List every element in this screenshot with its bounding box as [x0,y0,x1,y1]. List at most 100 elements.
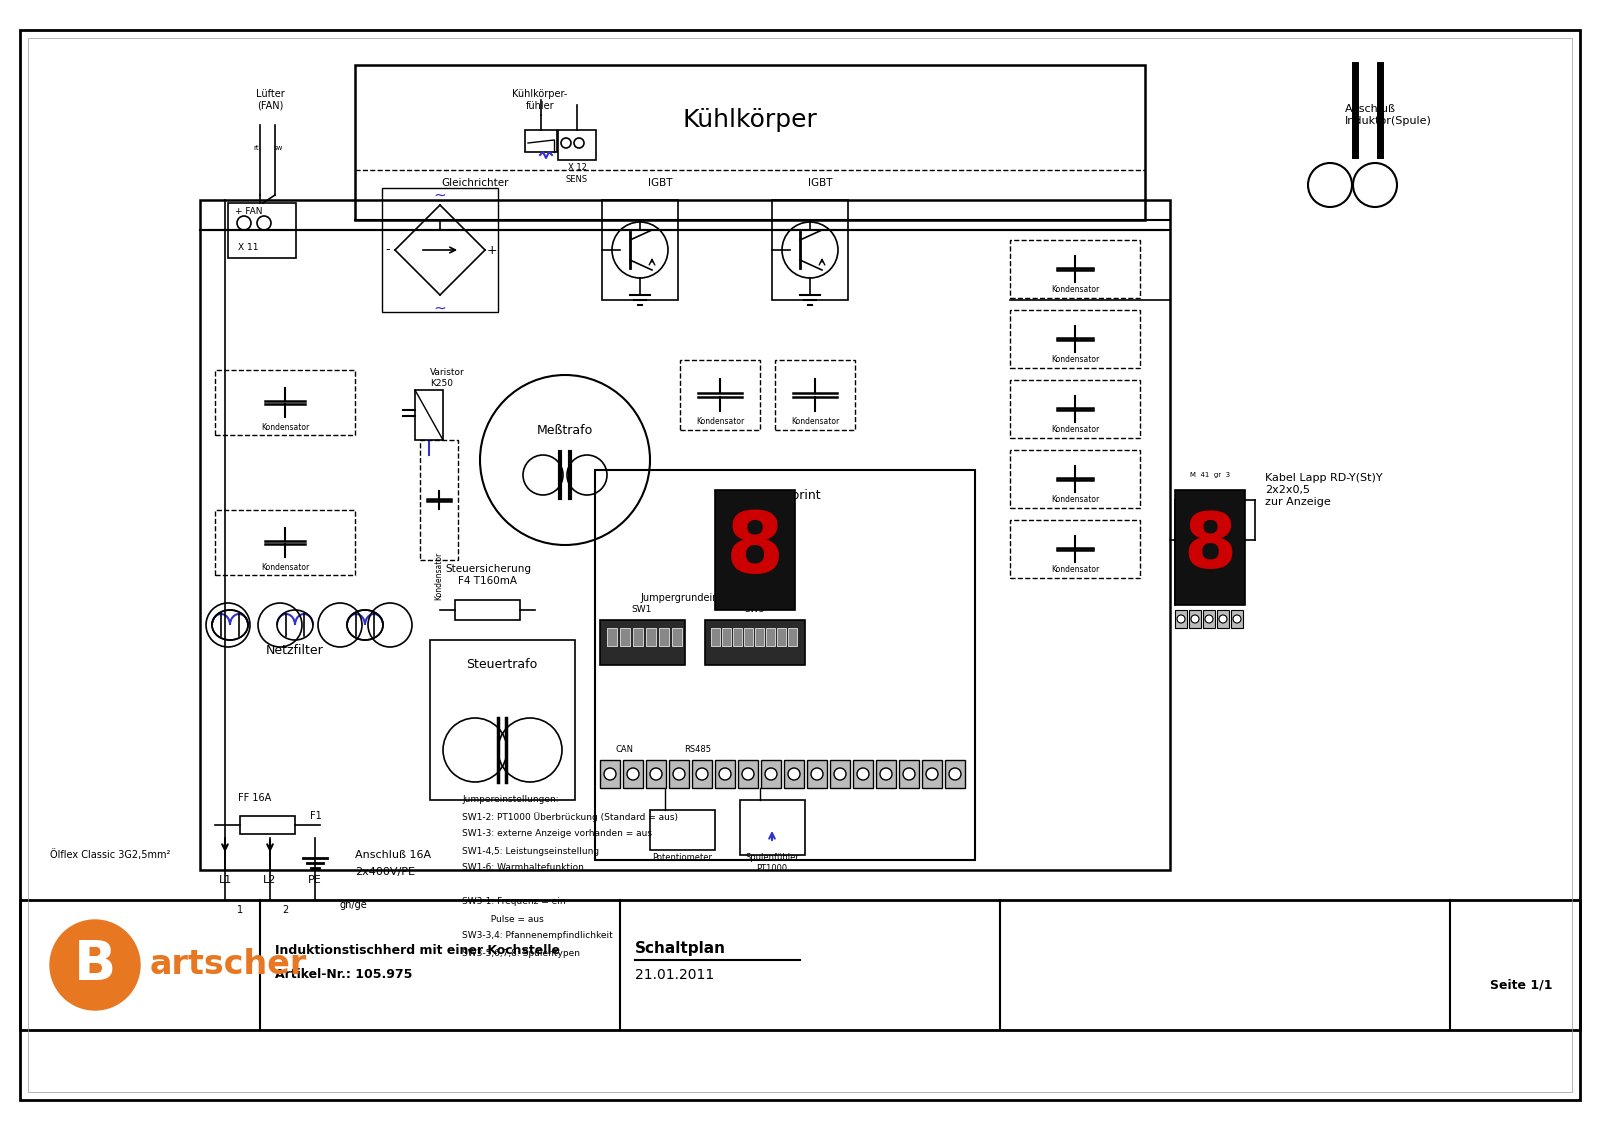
Circle shape [1178,615,1186,623]
Bar [214,370,355,435]
Bar [755,628,765,646]
Text: Anschluß
Induktor(Spule): Anschluß Induktor(Spule) [1346,104,1432,126]
Circle shape [949,767,962,780]
Text: 8: 8 [1184,511,1237,584]
Bar [830,760,850,788]
Circle shape [605,767,616,780]
Bar [1218,610,1229,628]
Bar [778,628,786,646]
Bar [414,391,443,440]
Bar [739,800,805,855]
Text: X 11: X 11 [238,243,258,252]
Bar [715,490,795,610]
Text: Steuersicherung
F4 T160mA: Steuersicherung F4 T160mA [445,564,531,585]
Text: Kondensator: Kondensator [696,418,744,427]
Bar [1203,610,1214,628]
Text: Pulse = aus: Pulse = aus [462,915,544,924]
Text: Gleichrichter: Gleichrichter [442,178,509,188]
Text: L2: L2 [264,875,277,885]
Bar [1174,490,1245,604]
Text: Potentiometer: Potentiometer [653,854,712,863]
Text: Kühlkörper-
fühler: Kühlkörper- fühler [512,89,568,111]
Text: 2: 2 [282,904,288,915]
Bar [634,628,643,646]
Text: Induktionstischherd mit einer Kochstelle: Induktionstischherd mit einer Kochstelle [275,943,560,957]
Bar [771,200,848,300]
Bar [1189,610,1202,628]
Bar [600,760,621,788]
Circle shape [926,767,938,780]
Text: SW1-4,5: Leistungseinstellung: SW1-4,5: Leistungseinstellung [462,847,598,856]
Bar [787,628,797,646]
Text: Kondensator: Kondensator [1051,566,1099,575]
Text: Netzfilter: Netzfilter [266,643,323,657]
Text: SENS: SENS [566,175,589,185]
Bar [806,760,827,788]
Bar [691,760,712,788]
Text: Anschluß 16A: Anschluß 16A [355,850,430,860]
Text: Artikel-Nr.: 105.975: Artikel-Nr.: 105.975 [275,969,413,981]
Bar [650,811,715,850]
Text: RS485: RS485 [685,746,712,755]
Bar [19,900,1581,1030]
Bar [419,440,458,560]
Circle shape [834,767,846,780]
Circle shape [650,767,662,780]
Bar [706,620,805,664]
Text: Kondensator: Kondensator [435,552,443,600]
Bar [214,511,355,575]
Text: L1: L1 [218,875,232,885]
Text: Kondensator: Kondensator [1051,426,1099,435]
Text: 1: 1 [237,904,243,915]
Text: 2x400V/PE: 2x400V/PE [355,867,414,877]
Bar [680,360,760,430]
Bar [646,760,666,788]
Circle shape [674,767,685,780]
Bar [762,760,781,788]
Text: FF 16A: FF 16A [238,794,272,803]
Text: rt: rt [253,145,259,151]
Text: PE: PE [309,875,322,885]
Text: SW3-1: Frequenz = ein: SW3-1: Frequenz = ein [462,898,566,907]
Circle shape [1190,615,1198,623]
Text: Kondensator: Kondensator [261,422,309,431]
Text: gn/ge: gn/ge [339,900,368,910]
Text: -: - [386,243,390,257]
Bar [710,628,720,646]
Circle shape [902,767,915,780]
Bar [738,760,758,788]
Bar [899,760,918,788]
Text: CAN: CAN [616,746,634,755]
Text: IGBT: IGBT [648,178,672,188]
Bar [646,628,656,646]
Bar [558,130,595,160]
Bar [922,760,942,788]
Circle shape [880,767,893,780]
Circle shape [627,767,638,780]
Text: Steuerprint: Steuerprint [750,489,821,501]
Text: artscher: artscher [150,949,307,981]
Bar [622,760,643,788]
Bar [1010,240,1139,298]
Text: SW1-2: PT1000 Überbrückung (Standard = aus): SW1-2: PT1000 Überbrückung (Standard = a… [462,812,678,822]
Circle shape [718,767,731,780]
Bar [1010,520,1139,578]
Bar [1010,380,1139,438]
Bar [1230,610,1243,628]
Bar [672,628,682,646]
Bar [602,200,678,300]
Text: Kabel Lapp RD-Y(St)Y
2x2x0,5
zur Anzeige: Kabel Lapp RD-Y(St)Y 2x2x0,5 zur Anzeige [1266,473,1382,507]
Bar [430,640,574,800]
Text: IGBT: IGBT [808,178,832,188]
Circle shape [858,767,869,780]
Circle shape [742,767,754,780]
Bar [946,760,965,788]
Bar [1010,451,1139,508]
Text: Varistor
K250: Varistor K250 [430,368,464,387]
Text: SW1-3: externe Anzeige vorhanden = aus: SW1-3: externe Anzeige vorhanden = aus [462,830,653,839]
Text: Kühlkörper: Kühlkörper [683,108,818,132]
Text: Jumpereinstellungen:: Jumpereinstellungen: [462,796,558,805]
Text: SW3-3,4: Pfannenempfindlichkeit: SW3-3,4: Pfannenempfindlichkeit [462,932,613,941]
Bar [877,760,896,788]
Text: ~: ~ [434,300,446,316]
